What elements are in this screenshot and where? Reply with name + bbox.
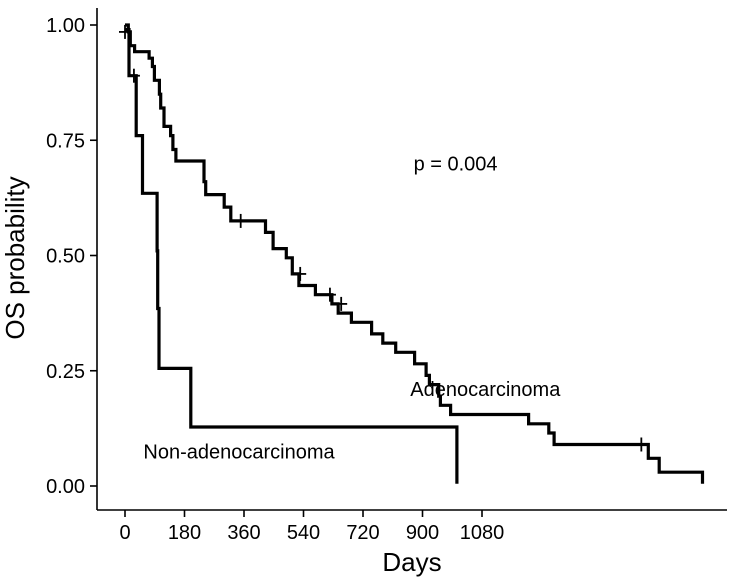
censor-mark-non-adenocarcinoma — [127, 68, 140, 83]
y-tick-label: 0.00 — [46, 476, 85, 498]
annotations: p = 0.004 Adenocarcinoma Non-adenocarcinom… — [143, 153, 561, 463]
x-axis-title: Days — [382, 547, 441, 577]
x-tick-label: 540 — [287, 522, 320, 544]
x-axis-ticks: 0 180 360 540 720 900 1080 — [119, 510, 504, 544]
censor-mark-adenocarcinoma — [323, 287, 336, 302]
x-tick-label: 0 — [119, 522, 130, 544]
x-tick-label: 360 — [227, 522, 260, 544]
adenocarcinoma-label: Adenocarcinoma — [410, 379, 561, 401]
censor-mark-adenocarcinoma — [294, 266, 307, 281]
y-tick-label: 0.50 — [46, 246, 85, 268]
censor-mark-non-adenocarcinoma — [119, 24, 131, 39]
y-axis-ticks: 0.00 0.25 0.50 0.75 1.00 — [46, 15, 97, 498]
y-tick-label: 0.75 — [46, 130, 85, 152]
plot-area: 0.00 0.25 0.50 0.75 1.00 0 180 360 540 720 900 108… — [46, 8, 727, 544]
x-tick-label: 1080 — [460, 522, 505, 544]
x-tick-label: 180 — [168, 522, 201, 544]
x-tick-label: 900 — [406, 522, 439, 544]
curve-adenocarcinoma — [125, 23, 705, 484]
censor-mark-adenocarcinoma — [335, 296, 348, 311]
y-tick-label: 1.00 — [46, 15, 85, 37]
non-adenocarcinoma-label: Non-adenocarcinoma — [143, 441, 335, 463]
censor-mark-adenocarcinoma — [635, 437, 648, 452]
p-value-label: p = 0.004 — [414, 153, 498, 175]
censor-mark-adenocarcinoma — [234, 213, 247, 228]
survival-curves — [119, 23, 705, 484]
y-tick-label: 0.25 — [46, 361, 85, 383]
x-tick-label: 720 — [346, 522, 379, 544]
y-axis-title: OS probability — [0, 176, 30, 339]
